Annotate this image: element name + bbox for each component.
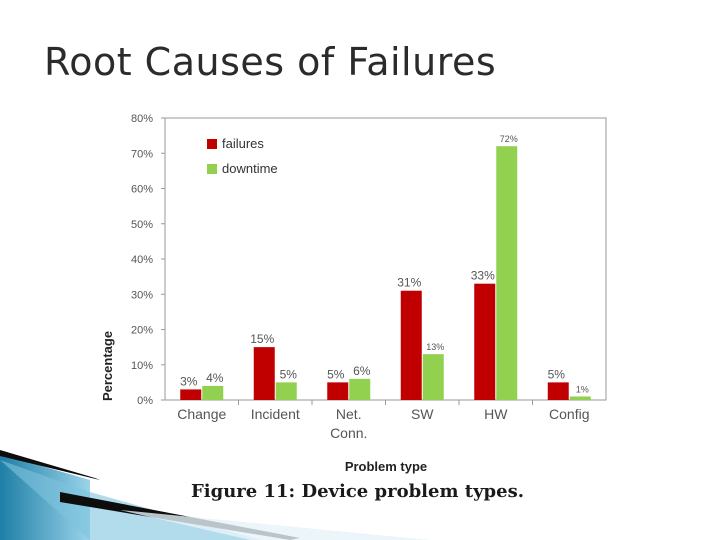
y-axis-title: Percentage [100,331,115,401]
x-category-label: SW [411,406,434,422]
failures-data-label: 3% [180,374,198,388]
bar-chart: Percentage Problem type 0% 10% 20% 30% 40% 50… [100,113,607,474]
y-tick-label: 30% [131,289,153,301]
decorative-corner-swoosh [0,450,430,540]
y-tick-label: 10% [131,360,153,372]
y-tick-label: 20% [131,325,153,337]
downtime-data-label: 13% [426,342,444,352]
downtime-data-label: 72% [500,134,518,144]
x-category-label: Net. [336,406,362,422]
x-category-label: Change [177,406,226,422]
downtime-bar [569,396,591,400]
figure-caption: Figure 11: Device problem types. [191,481,524,502]
failures-bar [400,290,422,400]
slide-title: Root Causes of Failures [44,40,497,84]
x-category-label: Incident [251,406,300,422]
x-category-label: Conn. [330,425,367,441]
failures-data-label: 33% [471,269,495,283]
y-tick-label: 60% [131,184,153,196]
downtime-bar [422,354,444,400]
failures-data-label: 5% [327,367,345,381]
x-category-label: HW [484,406,508,422]
downtime-bar [349,378,371,400]
downtime-data-label: 1% [576,384,589,394]
failures-bar [253,347,275,400]
x-category-label: Config [549,406,589,422]
y-tick-label: 80% [131,113,153,125]
legend-label-downtime: downtime [222,161,278,176]
y-tick-label: 0% [137,395,153,407]
downtime-bar [496,146,518,400]
failures-data-label: 5% [548,367,566,381]
failures-bar [474,283,496,400]
downtime-data-label: 5% [280,367,298,381]
failures-bar [547,382,569,400]
figure: Percentage Problem type 0% 10% 20% 30% 40% 50… [90,104,625,516]
downtime-bar [275,382,297,400]
y-tick-label: 70% [131,148,153,160]
downtime-data-label: 6% [353,364,371,378]
failures-bar [327,382,349,400]
legend-swatch-failures [207,139,217,149]
downtime-bar [202,385,224,400]
legend-label-failures: failures [222,136,264,151]
failures-data-label: 31% [397,276,421,290]
legend-swatch-downtime [207,164,217,174]
failures-data-label: 15% [250,332,274,346]
failures-bar [180,389,202,400]
y-tick-label: 40% [131,254,153,266]
y-tick-label: 50% [131,219,153,231]
downtime-data-label: 4% [206,371,224,385]
x-axis-title: Problem type [345,459,427,474]
